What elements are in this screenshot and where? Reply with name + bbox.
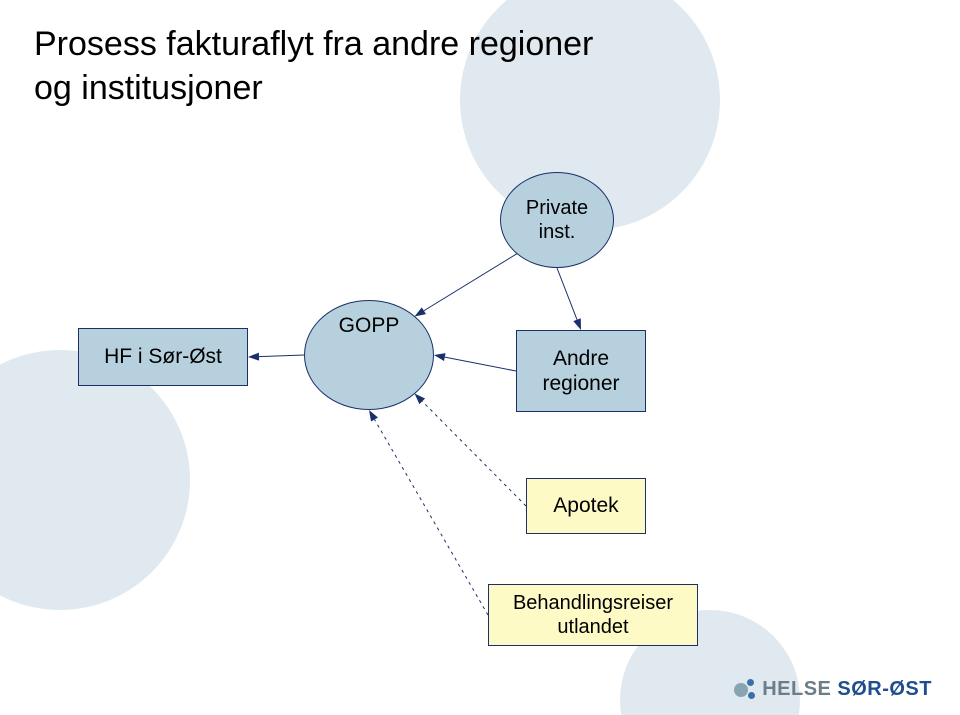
node-label: Apotek <box>553 493 618 518</box>
edge-arrowhead <box>415 307 426 316</box>
node-label: Andre regioner <box>542 346 619 396</box>
logo-text-sorost: SØR-ØST <box>837 678 932 701</box>
page-title: Prosess fakturaflyt fra andre regioner o… <box>34 22 593 110</box>
node-private: Private inst. <box>500 172 614 268</box>
title-line-2: og institusjoner <box>34 66 593 110</box>
node-andre: Andre regioner <box>516 330 646 412</box>
background-circle <box>0 350 190 610</box>
node-apotek: Apotek <box>526 478 646 534</box>
logo-dot-small-1 <box>747 679 754 686</box>
node-label: HF i Sør-Øst <box>104 344 222 369</box>
edge <box>375 420 488 615</box>
node-behandl: Behandlingsreiser utlandet <box>488 584 698 646</box>
edge <box>557 268 577 320</box>
edge <box>259 355 304 357</box>
edge-arrowhead <box>369 410 378 422</box>
logo-text-helse: HELSE <box>762 678 831 701</box>
edge-arrowhead <box>434 353 446 361</box>
edge <box>422 401 526 506</box>
node-label: GOPP <box>339 313 400 338</box>
edge <box>424 254 517 311</box>
node-gopp: GOPP <box>304 300 434 410</box>
node-label: Behandlingsreiser utlandet <box>513 591 673 639</box>
node-label: Private inst. <box>526 196 588 244</box>
logo-dot-large <box>734 683 748 697</box>
edge-arrowhead <box>248 353 259 361</box>
title-line-1: Prosess fakturaflyt fra andre regioner <box>34 22 593 66</box>
edge-arrowhead <box>415 394 426 405</box>
edge-arrowhead <box>573 318 581 330</box>
logo-dot-small-2 <box>748 692 755 699</box>
edge <box>445 357 516 371</box>
node-hf: HF i Sør-Øst <box>78 328 248 386</box>
logo-dots-icon <box>734 679 756 701</box>
helse-sorost-logo: HELSE SØR-ØST <box>734 678 932 701</box>
